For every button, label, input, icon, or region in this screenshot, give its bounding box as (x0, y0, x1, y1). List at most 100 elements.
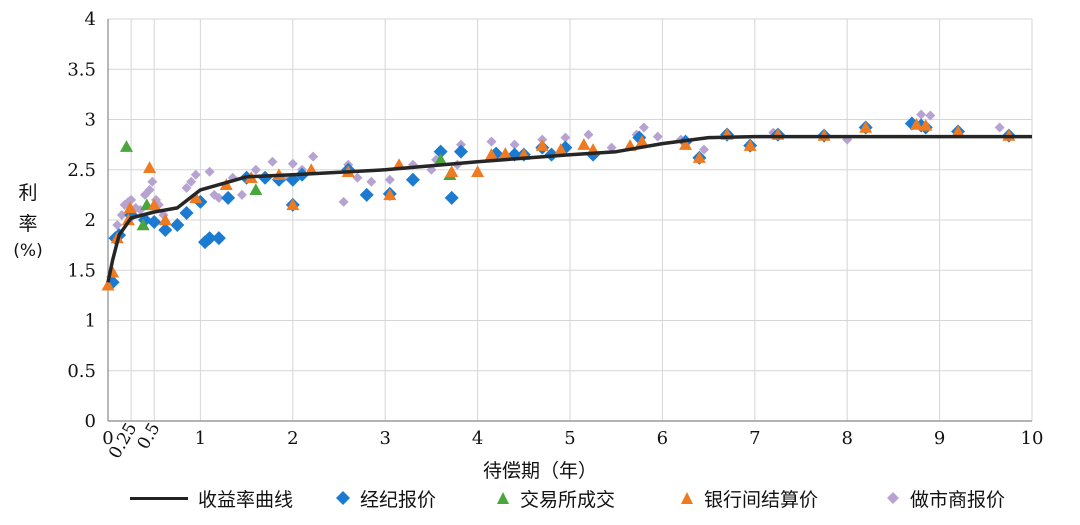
x-axis-label: 待偿期（年） (482, 460, 597, 482)
x-tick-label-extra: 0.5 (134, 420, 165, 453)
interbank-price-point (143, 161, 157, 173)
exchange-trade-point (119, 140, 133, 152)
interbank-price-point (910, 118, 923, 130)
interbank-price-point (445, 165, 459, 177)
y-axis-label-3: (%) (13, 241, 43, 261)
broker-quote-point (170, 218, 185, 233)
y-tick-label: 2.5 (67, 160, 96, 181)
marketmaker-quote-point (147, 176, 158, 187)
chart-legend: 收益率曲线 经纪报价 交易所成交 银行间结算价 做市商报价 (0, 484, 1080, 512)
marketmaker-quote-point (267, 156, 278, 167)
legend-label-exchange: 交易所成交 (520, 488, 616, 511)
x-tick-label: 8 (841, 428, 852, 449)
x-tick-label: 3 (379, 428, 390, 449)
legend-label-marketmaker: 做市商报价 (910, 488, 1006, 511)
broker-quote-point (202, 231, 217, 246)
marketmaker-quote-point (144, 184, 155, 195)
y-tick-label: 4 (85, 9, 96, 30)
interbank-price-point (577, 138, 591, 150)
interbank-price-point (286, 198, 300, 211)
legend-item-exchange: 交易所成交 (496, 484, 615, 512)
marketmaker-quote-point (638, 122, 649, 133)
broker-quote-point (433, 144, 448, 159)
legend-item-interbank: 银行间结算价 (680, 484, 818, 512)
marketmaker-quote-point (338, 196, 349, 207)
broker-quote-point (444, 190, 459, 205)
interbank-price-point (919, 119, 933, 131)
exchange-trade-point (249, 183, 263, 196)
marketmaker-quote-point (204, 166, 215, 177)
broker-quote-point (179, 205, 194, 220)
marketmaker-quote-point (366, 176, 377, 187)
interbank-price-point (471, 165, 485, 177)
y-axis-label-2: 率 (18, 213, 38, 235)
marketmaker-quote-point (181, 182, 192, 193)
marketmaker-quote-point (652, 131, 663, 142)
interbank-price-point (554, 143, 568, 155)
legend-line-swatch (130, 496, 188, 500)
series-3 (101, 118, 1016, 291)
interbank-price-point (692, 151, 706, 163)
broker-quote-point (158, 223, 173, 238)
yield-curve-line (106, 134, 1032, 283)
marketmaker-quote-point (925, 110, 936, 121)
y-tick-label: 0 (85, 411, 96, 432)
y-tick-label: 2 (85, 210, 96, 231)
interbank-price-point (101, 278, 115, 291)
interbank-price-point (383, 188, 397, 201)
series-2 (119, 140, 457, 231)
exchange-trade-point (434, 153, 448, 165)
legend-label-interbank: 银行间结算价 (704, 488, 819, 511)
marketmaker-quote-point (698, 144, 709, 155)
interbank-price-point (147, 198, 161, 211)
marketmaker-quote-point (486, 136, 497, 147)
marketmaker-quote-point (213, 192, 224, 203)
marketmaker-quote-point (112, 220, 123, 231)
chart-series (101, 109, 1032, 291)
marketmaker-quote-point (994, 122, 1005, 133)
marketmaker-quote-point (236, 189, 247, 200)
x-tick-label: 4 (472, 428, 483, 449)
legend-diamond-blue (336, 491, 350, 505)
broker-quote-point (221, 190, 236, 205)
marketmaker-quote-point (186, 176, 197, 187)
legend-diamond-purple (887, 492, 899, 504)
interbank-price-point (535, 139, 549, 151)
interbank-price-point (951, 125, 965, 137)
x-tick-label: 5 (564, 428, 575, 449)
marketmaker-quote-point (509, 139, 520, 150)
legend-item-broker: 经纪报价 (336, 484, 436, 512)
chart-axes (107, 19, 1032, 422)
legend-triangle-orange (681, 492, 693, 504)
marketmaker-quote-point (384, 174, 395, 185)
broker-quote-point (904, 116, 919, 131)
interbank-price-point (859, 121, 873, 133)
marketmaker-quote-point (916, 109, 927, 120)
interbank-price-point (498, 147, 512, 159)
y-tick-labels: 0 0.5 1 1.5 2 2.5 3 3.5 4 (67, 9, 96, 432)
legend-triangle-green (497, 492, 509, 504)
y-tick-label: 3 (85, 110, 96, 131)
y-tick-label: 1 (85, 311, 96, 332)
marketmaker-quote-point (352, 172, 363, 183)
exchange-trade-point (136, 218, 150, 231)
legend-item-curve: 收益率曲线 (130, 484, 293, 512)
legend-label-curve: 收益率曲线 (198, 488, 294, 511)
broker-quote-point (211, 231, 226, 246)
y-tick-label: 3.5 (67, 59, 96, 80)
x-tick-label: 1 (195, 428, 206, 449)
y-tick-label: 1.5 (67, 260, 96, 281)
y-tick-label: 0.5 (67, 361, 96, 382)
marketmaker-quote-point (308, 151, 319, 162)
series-0 (106, 134, 1032, 283)
x-tick-label: 6 (657, 428, 668, 449)
x-tick-label: 9 (934, 428, 945, 449)
interbank-price-point (679, 138, 692, 150)
marketmaker-quote-point (455, 139, 466, 150)
interbank-price-point (189, 191, 203, 204)
marketmaker-quote-point (126, 194, 137, 205)
marketmaker-quote-point (583, 129, 594, 140)
broker-quote-point (359, 187, 374, 202)
chart-grid (108, 18, 1033, 421)
